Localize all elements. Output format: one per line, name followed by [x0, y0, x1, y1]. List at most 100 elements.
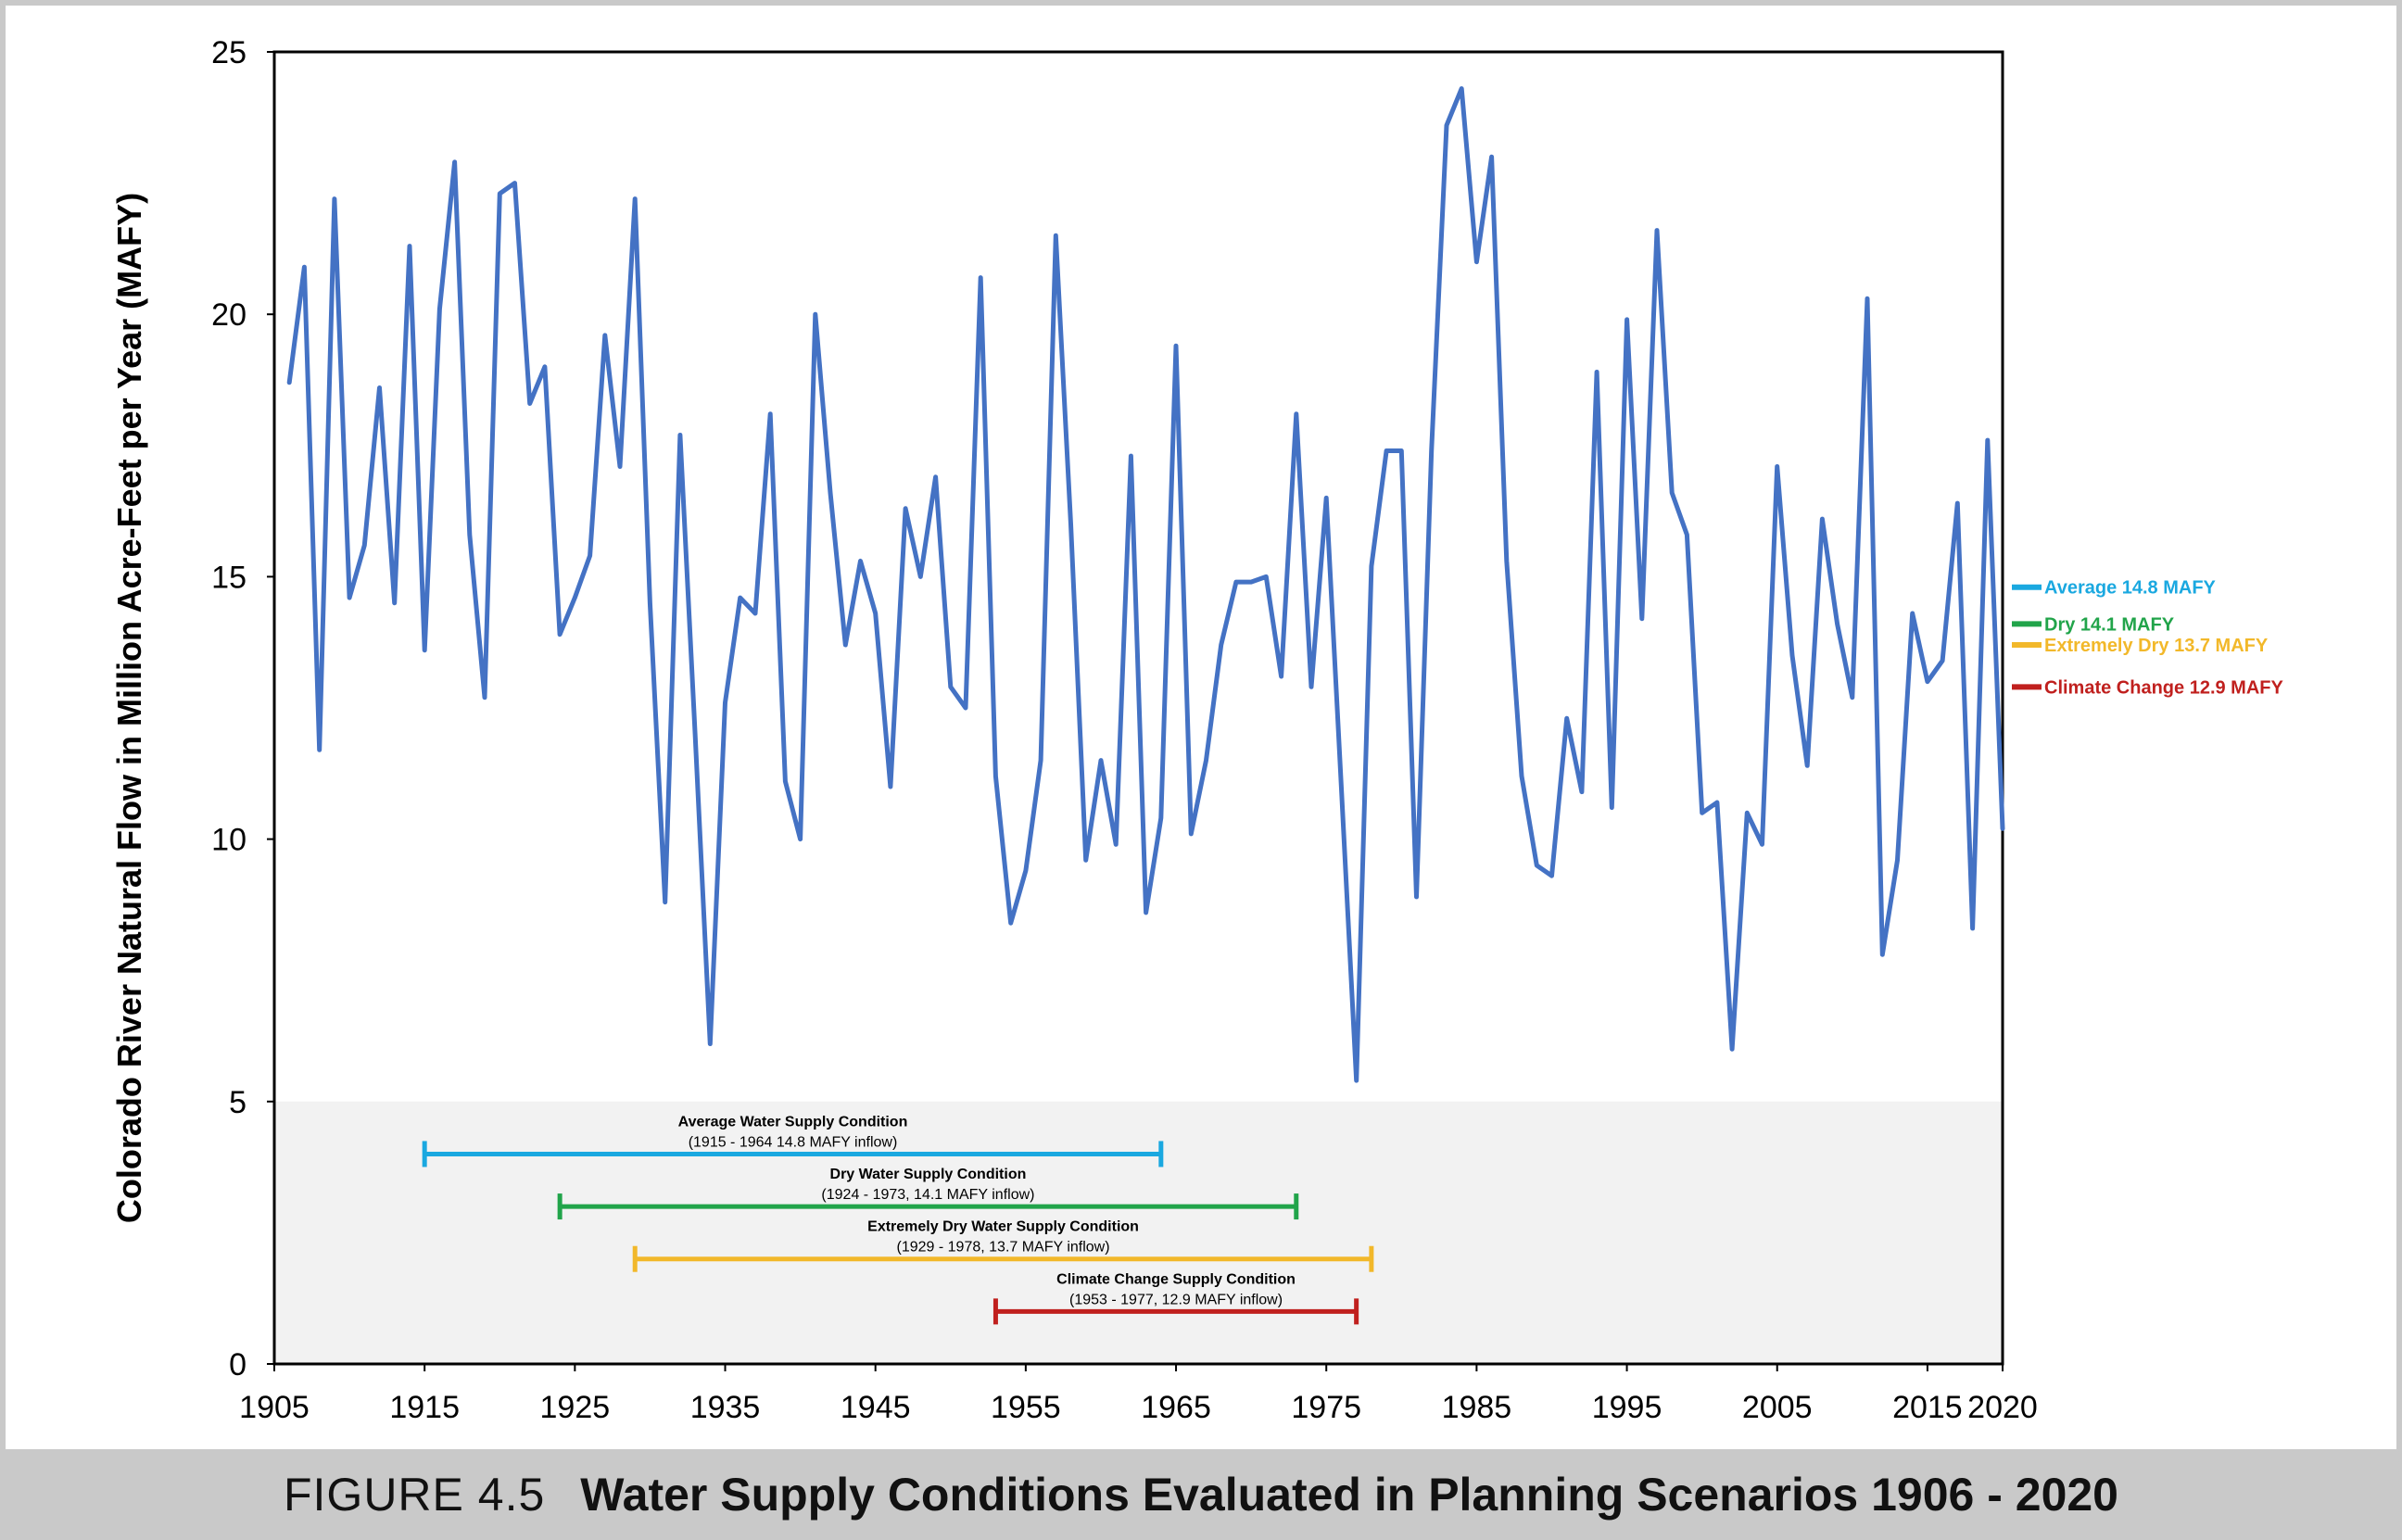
- figure-label: FIGURE 4.5: [284, 1469, 546, 1521]
- data-point-1949: [934, 475, 938, 479]
- data-point-1976: [1339, 785, 1343, 789]
- x-tick-label: 1995: [1592, 1390, 1662, 1425]
- period-title: Average Water Supply Condition: [678, 1114, 908, 1130]
- data-point-1979: [1384, 448, 1388, 452]
- condition-period-0: Average Water Supply Condition (1915 - 19…: [422, 1114, 1164, 1168]
- data-point-2002: [1730, 1047, 1734, 1051]
- data-point-1995: [1625, 318, 1629, 322]
- reference-legend: Average 14.8 MAFY Dry 14.1 MAFYExtremely …: [2012, 578, 2284, 698]
- data-point-1963: [1144, 911, 1148, 915]
- data-point-2000: [1700, 811, 1704, 814]
- data-point-1957: [1054, 234, 1057, 237]
- reference-label: Extremely Dry 13.7 MAFY: [2044, 636, 2269, 656]
- data-point-1984: [1460, 87, 1463, 91]
- data-point-1925: [573, 596, 576, 600]
- data-point-1941: [814, 312, 817, 316]
- data-point-1967: [1204, 759, 1207, 763]
- data-point-1951: [964, 706, 967, 710]
- axes: 0 5 10 15 20 25 1905 1915 1925 1935 1945 1955 1965 19…: [110, 35, 2038, 1425]
- data-point-1990: [1549, 874, 1553, 877]
- data-point-2006: [1790, 653, 1794, 657]
- data-point-2011: [1865, 297, 1869, 300]
- data-point-1959: [1084, 858, 1088, 862]
- period-subtitle: (1924 - 1973, 14.1 MAFY inflow): [821, 1187, 1034, 1203]
- data-point-1946: [889, 785, 892, 789]
- data-point-1907: [302, 265, 306, 269]
- x-tick-label: 1985: [1442, 1390, 1512, 1425]
- x-tick-label: 1975: [1291, 1390, 1361, 1425]
- data-point-1985: [1474, 260, 1478, 264]
- data-point-1940: [799, 838, 803, 841]
- reference-line-2: Extremely Dry 13.7 MAFY: [2012, 636, 2269, 656]
- data-point-1966: [1189, 832, 1193, 836]
- data-point-2001: [1715, 801, 1719, 804]
- data-point-1981: [1415, 895, 1419, 899]
- data-point-1932: [678, 433, 682, 436]
- data-point-1977: [1355, 1079, 1359, 1082]
- data-point-2014: [1911, 612, 1915, 615]
- data-point-1919: [483, 696, 487, 700]
- data-point-1906: [287, 381, 291, 385]
- data-point-1937: [753, 612, 757, 615]
- data-point-1913: [393, 601, 397, 605]
- reference-label: Climate Change 12.9 MAFY: [2044, 677, 2284, 698]
- data-point-1988: [1520, 775, 1523, 778]
- data-point-1948: [918, 574, 922, 578]
- data-point-1999: [1685, 533, 1688, 536]
- data-point-1934: [708, 1041, 712, 1045]
- data-point-1944: [858, 559, 862, 562]
- data-point-2013: [1895, 858, 1899, 862]
- data-point-1998: [1670, 491, 1674, 495]
- y-tick-label: 0: [229, 1347, 247, 1382]
- data-point-2015: [1926, 680, 1929, 684]
- data-point-1917: [453, 160, 457, 164]
- figure-title: Water Supply Conditions Evaluated in Pla…: [580, 1469, 2118, 1521]
- data-point-1908: [318, 748, 322, 751]
- data-point-1969: [1234, 580, 1238, 584]
- data-point-1996: [1640, 617, 1644, 621]
- data-point-1950: [949, 685, 953, 688]
- x-tick-label: 1925: [540, 1390, 611, 1425]
- data-point-1922: [528, 401, 532, 405]
- data-point-1920: [498, 192, 501, 196]
- data-point-1945: [874, 612, 878, 615]
- line-chart: Average Water Supply Condition (1915 - 19…: [110, 35, 2284, 1425]
- series-line-0: [286, 86, 2005, 1083]
- data-point-1938: [768, 412, 772, 416]
- x-tick-label: 2015: [1892, 1390, 1963, 1425]
- y-tick-label: 10: [211, 823, 247, 858]
- data-point-1983: [1445, 123, 1448, 127]
- data-point-1970: [1249, 580, 1253, 584]
- figure-caption: FIGURE 4.5 Water Supply Conditions Evalu…: [0, 1449, 2402, 1540]
- period-subtitle: (1953 - 1977, 12.9 MAFY inflow): [1069, 1292, 1283, 1307]
- data-point-1986: [1490, 155, 1494, 158]
- condition-period-3: Climate Change Supply Condition (1953 - 1…: [992, 1271, 1359, 1325]
- data-point-2012: [1880, 953, 1884, 956]
- data-point-1930: [648, 601, 651, 605]
- data-point-1929: [633, 197, 637, 201]
- data-point-1953: [993, 775, 997, 778]
- y-tick-label: 5: [229, 1085, 247, 1120]
- reference-label: Average 14.8 MAFY: [2044, 578, 2217, 599]
- data-point-1993: [1595, 371, 1599, 374]
- y-axis-title: Colorado River Natural Flow in Million A…: [110, 193, 148, 1223]
- data-point-2010: [1851, 696, 1854, 700]
- reference-line-1: Dry 14.1 MAFY: [2012, 614, 2175, 635]
- y-tick-label: 15: [211, 560, 247, 595]
- x-tick-label: 2020: [1967, 1390, 2038, 1425]
- data-point-1927: [603, 334, 607, 337]
- period-title: Extremely Dry Water Supply Condition: [867, 1219, 1139, 1235]
- data-point-1914: [408, 245, 411, 248]
- data-point-1978: [1370, 564, 1373, 568]
- condition-shaded-band: [274, 1101, 2003, 1364]
- y-tick-label: 25: [211, 35, 247, 70]
- data-point-1923: [543, 365, 547, 369]
- data-point-1964: [1159, 816, 1163, 820]
- flow-series: [286, 86, 2005, 1083]
- data-point-1943: [843, 643, 847, 647]
- data-point-1916: [437, 308, 441, 311]
- condition-period-2: Extremely Dry Water Supply Condition (192…: [632, 1219, 1374, 1272]
- data-point-2017: [1955, 501, 1959, 505]
- data-point-1918: [468, 533, 472, 536]
- data-point-1987: [1505, 559, 1509, 562]
